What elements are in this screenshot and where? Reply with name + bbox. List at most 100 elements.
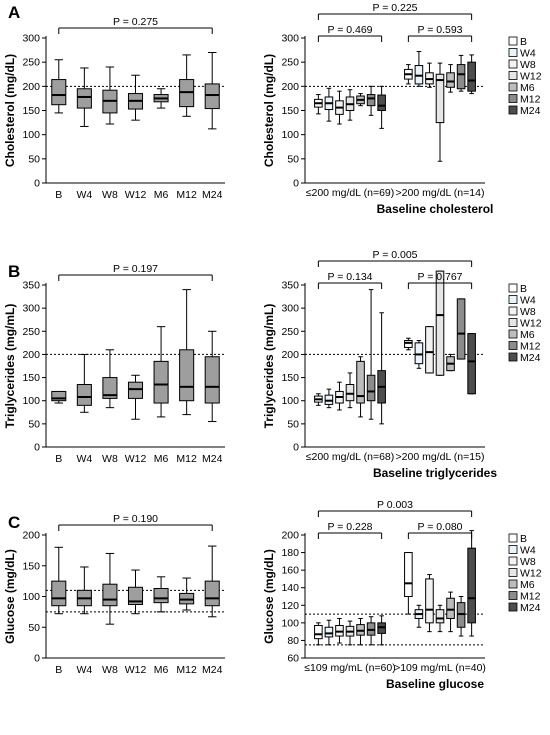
panel-b-overall-ytick-label-5: 250	[22, 326, 40, 338]
panel-c-overall-xtick-label-w12: W12	[125, 664, 147, 676]
panel-c-overall-y-axis-title: Glucose (mg/dL)	[3, 549, 17, 644]
panel-c-grouped-ytick-label-5: 160	[281, 565, 299, 577]
panel-c-overall-xtick-label-w8: W8	[102, 664, 118, 676]
panel-b-overall-box-w4	[76, 353, 92, 413]
panel-a-grouped-legend-label-m12: M12	[520, 94, 541, 106]
panel-b-grouped-group-2-box-m12-iqr	[456, 298, 466, 360]
panel-a-overall-box-m24-iqr	[204, 83, 220, 110]
panel-a-overall-xtick-label-w12: W12	[125, 189, 147, 201]
panel-c-grouped-group-1-box-m12	[366, 616, 376, 646]
panel-b-grouped-legend-label-b: B	[520, 283, 527, 295]
panel-c-grouped-legend-swatch-m12	[508, 591, 518, 600]
panel-c-grouped-legend-label-w12: W12	[520, 568, 542, 580]
panel-b-overall-xtick-label-w12: W12	[125, 453, 147, 465]
panel-c-overall-xtick-label-m6: M6	[154, 664, 169, 676]
panel-c-overall-ytick-label-2: 100	[22, 591, 40, 603]
panel-label-c: C	[8, 513, 20, 532]
panel-a-grouped-group-1-box-w4	[324, 87, 334, 122]
panel-b-overall-box-w8-iqr	[102, 377, 118, 399]
panel-c-overall-box-m6	[153, 576, 169, 613]
panel-c-overall-p-bracket-label: P = 0.190	[113, 513, 158, 525]
panel-b-grouped-p-bracket-overall-label: P = 0.005	[372, 249, 417, 261]
panel-a-overall-xtick-label-m12: M12	[176, 189, 197, 201]
panel-a-grouped-p-bracket-group-1-label: P = 0.469	[327, 24, 372, 36]
panel-c-grouped-group-1-box-w4	[324, 619, 334, 646]
panel-a-grouped-ytick-label-0: 0	[293, 178, 299, 190]
panel-b-overall-xtick-label-w8: W8	[102, 453, 118, 465]
panel-b-grouped-ytick-label-2: 100	[281, 395, 299, 407]
panel-c-grouped-legend-swatch-w4	[508, 545, 518, 554]
panel-c-grouped-chart: 60 80 100 120 140 160 180 200 Glucose (mg/dL) ≤10…	[262, 499, 542, 691]
panel-a-grouped-group-2-box-m6	[446, 64, 455, 93]
panel-c-grouped-legend-swatch-m24	[508, 602, 518, 612]
panel-b-grouped-legend-label-m12: M12	[520, 341, 541, 353]
panel-c-grouped-legend-label-m12: M12	[520, 591, 541, 603]
panel-a-grouped-group-2-box-m24	[467, 54, 476, 95]
panel-b-grouped-group-1-box-w4	[324, 388, 334, 409]
panel-b-grouped-group-1-box-m6-iqr	[356, 360, 365, 404]
panel-b-grouped-ytick-label-4: 200	[281, 349, 299, 361]
panel-a-grouped-legend-swatch-b	[508, 36, 518, 46]
panel-b-grouped-group-label-1: ≤200 mg/dL (n=68)	[306, 451, 395, 463]
panel-a-grouped-ytick-label-3: 150	[281, 105, 299, 117]
panel-c-grouped-group-1-box-b-iqr	[314, 624, 323, 640]
panel-a-grouped-group-1-box-w12	[345, 89, 355, 121]
panel-c-grouped-x-axis-title: Baseline glucose	[386, 677, 484, 691]
panel-c-overall-box-b	[51, 546, 67, 615]
panel-b-grouped-ytick-label-6: 300	[281, 303, 299, 315]
panel-b-grouped-x-axis-title: Baseline triglycerides	[373, 466, 497, 480]
panel-c-grouped-legend-label-m24: M24	[520, 602, 541, 614]
panel-c-overall-xtick-label-m24: M24	[202, 664, 223, 676]
panel-b-overall-box-m24-iqr	[204, 356, 220, 404]
panel-b-grouped-ytick-label-7: 350	[281, 280, 299, 292]
panel-b-overall-box-b	[51, 390, 67, 404]
panel-a-overall-xtick-label-w8: W8	[102, 189, 118, 201]
panel-b-grouped-group-2-box-m6	[446, 353, 455, 372]
panel-c-grouped-group-2-box-w8-iqr	[425, 578, 434, 624]
panel-c-overall-ytick-label-1: 50	[28, 622, 40, 634]
panel-c-overall-box-m6-iqr	[153, 588, 169, 604]
panel-b-grouped-ytick-label-1: 50	[287, 418, 299, 430]
panel-b-grouped-group-2-box-m12	[456, 298, 466, 360]
panel-b-overall-box-w4-iqr	[76, 384, 92, 406]
panel-b-grouped-group-2-box-m24	[467, 333, 476, 395]
panel-c-grouped-group-2-box-b	[404, 552, 413, 615]
panel-c-overall-box-w8-iqr	[102, 583, 118, 607]
panel-a-overall-box-m6	[153, 88, 169, 109]
panel-c-grouped-group-2-box-m6-iqr	[446, 597, 455, 619]
panel-c-overall-box-w4	[76, 566, 92, 615]
panel-a-grouped-y-axis-title: Cholesterol (mg/dL)	[262, 54, 276, 167]
panel-c-grouped-p-bracket-group-2-label: P = 0.080	[417, 521, 462, 533]
panel-a-grouped-chart: 0 50 100 150 200 250 300 Cholesterol (mg/dL) ≤20…	[262, 2, 542, 216]
panel-b-grouped-legend-swatch-w12	[508, 318, 518, 327]
panel-b-overall-box-m12	[179, 289, 195, 416]
panel-a-grouped-group-1-box-m24-iqr	[377, 94, 386, 111]
panel-c-grouped-group-2-box-b-iqr	[404, 552, 413, 597]
panel-c-grouped-group-2-box-w12	[435, 604, 445, 633]
panel-a-grouped-p-bracket-group-2-label: P = 0.593	[417, 24, 462, 36]
panel-b-grouped-group-1-box-m24	[377, 312, 386, 425]
panel-b-overall-ytick-label-0: 0	[34, 442, 40, 454]
panel-c-grouped-legend-swatch-w12	[508, 568, 518, 577]
panel-a-grouped-group-1-box-b	[314, 94, 323, 115]
panel-c-grouped-ytick-label-6: 180	[281, 547, 299, 559]
panel-a-overall-box-w12	[127, 74, 144, 121]
panel-b-overall-box-w12	[127, 374, 144, 420]
panel-b-grouped-legend-swatch-m12	[508, 341, 518, 350]
panel-c-grouped-y-axis-title: Glucose (mg/dL)	[262, 549, 276, 644]
panel-c-grouped-group-1-box-m24	[377, 615, 386, 646]
panel-c-grouped-group-2-box-w12-iqr	[435, 609, 445, 624]
panel-a-grouped-legend-label-w8: W8	[520, 59, 536, 71]
panel-c-overall-xtick-label-w4: W4	[76, 664, 92, 676]
panel-a-grouped-group-2-box-m12-iqr	[456, 64, 466, 90]
panel-c-grouped-legend-label-m6: M6	[520, 579, 535, 591]
panel-a-overall-box-b-iqr	[51, 79, 67, 106]
panel-b-grouped-legend-swatch-w4	[508, 295, 518, 304]
panel-c-grouped-ytick-label-7: 200	[281, 530, 299, 542]
panel-c-grouped-p-bracket-group-1-label: P = 0.228	[327, 521, 372, 533]
panel-b-overall-ytick-label-3: 150	[22, 372, 40, 384]
panel-c-grouped-group-1-box-b	[314, 622, 323, 646]
panel-c-grouped-group-1-box-w12	[345, 620, 355, 646]
